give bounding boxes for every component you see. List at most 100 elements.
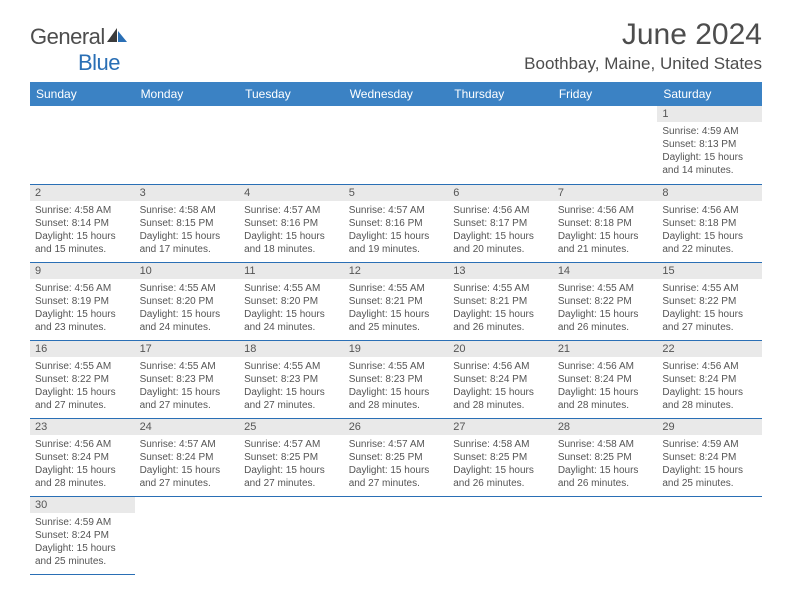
sunset-line: Sunset: 8:25 PM <box>244 452 318 463</box>
daylight-line: Daylight: 15 hours and 27 minutes. <box>140 387 221 411</box>
day-number: 12 <box>344 263 449 279</box>
sunset-line: Sunset: 8:24 PM <box>35 530 109 541</box>
sunrise-line: Sunrise: 4:58 AM <box>140 205 216 216</box>
sunset-line: Sunset: 8:24 PM <box>662 452 736 463</box>
sunset-line: Sunset: 8:15 PM <box>140 218 214 229</box>
sunrise-line: Sunrise: 4:55 AM <box>140 361 216 372</box>
calendar-cell: 26Sunrise: 4:57 AMSunset: 8:25 PMDayligh… <box>344 418 449 496</box>
sunrise-line: Sunrise: 4:57 AM <box>244 439 320 450</box>
sunrise-line: Sunrise: 4:57 AM <box>140 439 216 450</box>
sunset-line: Sunset: 8:22 PM <box>662 296 736 307</box>
calendar-cell: 21Sunrise: 4:56 AMSunset: 8:24 PMDayligh… <box>553 340 658 418</box>
weekday-header: Monday <box>135 82 240 106</box>
sunset-line: Sunset: 8:16 PM <box>244 218 318 229</box>
daylight-line: Daylight: 15 hours and 19 minutes. <box>349 231 430 255</box>
daylight-line: Daylight: 15 hours and 25 minutes. <box>35 543 116 567</box>
calendar-cell <box>448 496 553 574</box>
day-body: Sunrise: 4:55 AMSunset: 8:22 PMDaylight:… <box>553 279 658 338</box>
calendar-cell: 28Sunrise: 4:58 AMSunset: 8:25 PMDayligh… <box>553 418 658 496</box>
sunrise-line: Sunrise: 4:55 AM <box>558 283 634 294</box>
sunset-line: Sunset: 8:20 PM <box>244 296 318 307</box>
calendar-cell <box>239 496 344 574</box>
daylight-line: Daylight: 15 hours and 21 minutes. <box>558 231 639 255</box>
calendar-cell <box>30 106 135 184</box>
calendar-cell <box>344 106 449 184</box>
day-number: 26 <box>344 419 449 435</box>
calendar-cell: 23 Sunrise: 4:56 AM Sunset: 8:24 PM Dayligh… <box>30 418 135 496</box>
daylight-line: Daylight: 15 hours and 14 minutes. <box>662 152 743 176</box>
calendar-cell: 13Sunrise: 4:55 AMSunset: 8:21 PMDayligh… <box>448 262 553 340</box>
sunset-line: Sunset: 8:23 PM <box>244 374 318 385</box>
day-body: Sunrise: 4:56 AMSunset: 8:24 PMDaylight:… <box>448 357 553 416</box>
day-body: Sunrise: 4:58 AMSunset: 8:25 PMDaylight:… <box>448 435 553 494</box>
day-body: Sunrise: 4:57 AMSunset: 8:24 PMDaylight:… <box>135 435 240 494</box>
day-body: Sunrise: 4:57 AMSunset: 8:25 PMDaylight:… <box>239 435 344 494</box>
day-number: 19 <box>344 341 449 357</box>
daylight-line: Daylight: 15 hours and 15 minutes. <box>35 231 116 255</box>
calendar-cell: 14Sunrise: 4:55 AMSunset: 8:22 PMDayligh… <box>553 262 658 340</box>
day-body: Sunrise: 4:57 AMSunset: 8:16 PMDaylight:… <box>239 201 344 260</box>
daylight-line: Daylight: 15 hours and 26 minutes. <box>453 309 534 333</box>
day-number: 7 <box>553 185 658 201</box>
calendar-cell <box>657 496 762 574</box>
sunrise-line: Sunrise: 4:56 AM <box>35 283 111 294</box>
day-body: Sunrise: 4:56 AMSunset: 8:19 PMDaylight:… <box>30 279 135 338</box>
sunset-line: Sunset: 8:24 PM <box>140 452 214 463</box>
day-number: 2 <box>30 185 135 201</box>
calendar-cell: 8Sunrise: 4:56 AMSunset: 8:18 PMDaylight… <box>657 184 762 262</box>
day-number: 23 <box>30 419 135 435</box>
sunset-line: Sunset: 8:22 PM <box>35 374 109 385</box>
day-number: 15 <box>657 263 762 279</box>
sunset-line: Sunset: 8:25 PM <box>349 452 423 463</box>
sunrise-line: Sunrise: 4:56 AM <box>662 205 738 216</box>
calendar-cell: 16Sunrise: 4:55 AMSunset: 8:22 PMDayligh… <box>30 340 135 418</box>
daylight-line: Daylight: 15 hours and 28 minutes. <box>662 387 743 411</box>
sunrise-line: Sunrise: 4:58 AM <box>558 439 634 450</box>
sunrise-line: Sunrise: 4:58 AM <box>453 439 529 450</box>
sunset-line: Sunset: 8:13 PM <box>662 139 736 150</box>
day-body: Sunrise: 4:59 AM Sunset: 8:24 PM Daylight:… <box>30 513 135 572</box>
day-body: Sunrise: 4:55 AMSunset: 8:23 PMDaylight:… <box>344 357 449 416</box>
location: Boothbay, Maine, United States <box>524 54 762 74</box>
sunrise-line: Sunrise: 4:56 AM <box>35 439 111 450</box>
sunrise-line: Sunrise: 4:56 AM <box>662 361 738 372</box>
sunset-line: Sunset: 8:24 PM <box>453 374 527 385</box>
day-number: 22 <box>657 341 762 357</box>
day-body: Sunrise: 4:56 AMSunset: 8:18 PMDaylight:… <box>553 201 658 260</box>
weekday-header: Thursday <box>448 82 553 106</box>
sunrise-line: Sunrise: 4:56 AM <box>558 361 634 372</box>
daylight-line: Daylight: 15 hours and 28 minutes. <box>35 465 116 489</box>
calendar-cell: 1Sunrise: 4:59 AMSunset: 8:13 PMDaylight… <box>657 106 762 184</box>
calendar-cell <box>553 496 658 574</box>
daylight-line: Daylight: 15 hours and 24 minutes. <box>244 309 325 333</box>
calendar-cell: 27Sunrise: 4:58 AMSunset: 8:25 PMDayligh… <box>448 418 553 496</box>
day-number: 27 <box>448 419 553 435</box>
sunrise-line: Sunrise: 4:55 AM <box>349 361 425 372</box>
day-body: Sunrise: 4:56 AMSunset: 8:17 PMDaylight:… <box>448 201 553 260</box>
day-body: Sunrise: 4:57 AMSunset: 8:25 PMDaylight:… <box>344 435 449 494</box>
daylight-line: Daylight: 15 hours and 20 minutes. <box>453 231 534 255</box>
sunset-line: Sunset: 8:24 PM <box>35 452 109 463</box>
sunrise-line: Sunrise: 4:55 AM <box>662 283 738 294</box>
sunset-line: Sunset: 8:18 PM <box>558 218 632 229</box>
weekday-header: Saturday <box>657 82 762 106</box>
day-number: 13 <box>448 263 553 279</box>
sunrise-line: Sunrise: 4:55 AM <box>140 283 216 294</box>
sunset-line: Sunset: 8:19 PM <box>35 296 109 307</box>
day-number: 5 <box>344 185 449 201</box>
day-body: Sunrise: 4:56 AMSunset: 8:24 PMDaylight:… <box>553 357 658 416</box>
day-body: Sunrise: 4:55 AMSunset: 8:20 PMDaylight:… <box>239 279 344 338</box>
day-number: 30 <box>30 497 135 513</box>
calendar-cell: 9Sunrise: 4:56 AMSunset: 8:19 PMDaylight… <box>30 262 135 340</box>
logo: GeneralBlue <box>30 24 129 76</box>
calendar-cell: 17Sunrise: 4:55 AMSunset: 8:23 PMDayligh… <box>135 340 240 418</box>
title-block: June 2024 Boothbay, Maine, United States <box>524 18 762 74</box>
calendar-cell: 18Sunrise: 4:55 AMSunset: 8:23 PMDayligh… <box>239 340 344 418</box>
day-number: 3 <box>135 185 240 201</box>
sunrise-line: Sunrise: 4:59 AM <box>35 517 111 528</box>
calendar-cell: 24Sunrise: 4:57 AMSunset: 8:24 PMDayligh… <box>135 418 240 496</box>
day-number: 18 <box>239 341 344 357</box>
weekday-header: Sunday <box>30 82 135 106</box>
day-number: 1 <box>657 106 762 122</box>
calendar-cell: 11Sunrise: 4:55 AMSunset: 8:20 PMDayligh… <box>239 262 344 340</box>
